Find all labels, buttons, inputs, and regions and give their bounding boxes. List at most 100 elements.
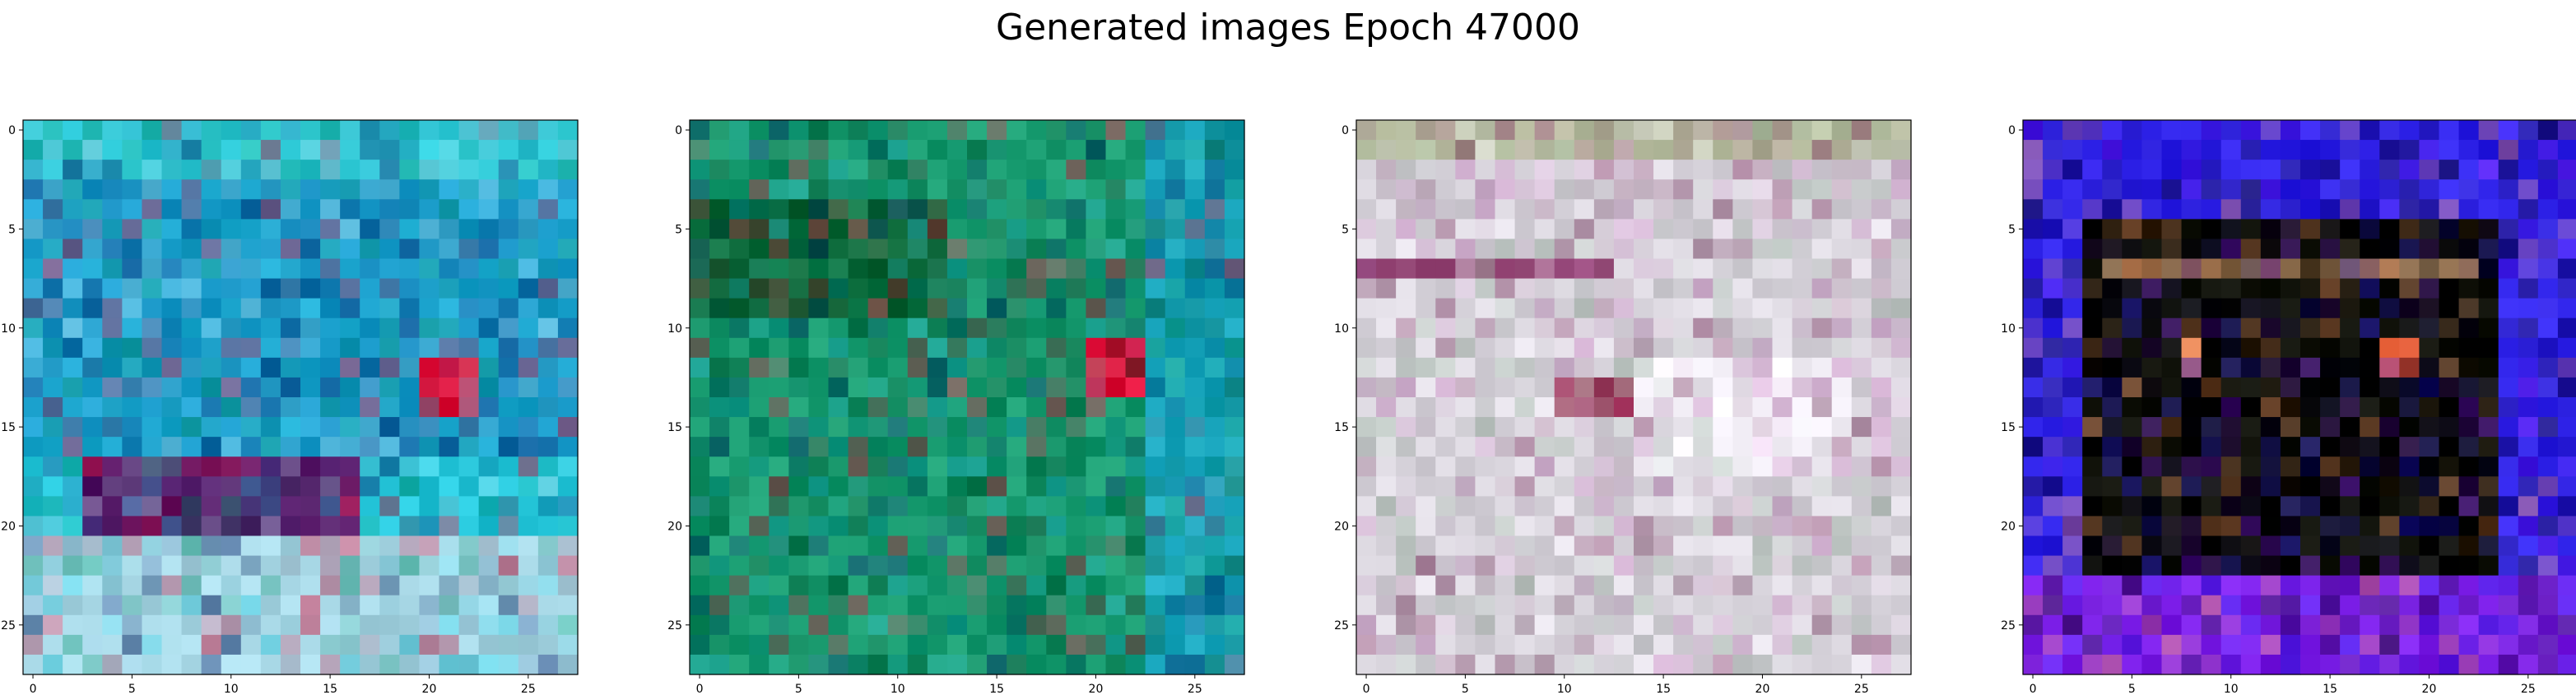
pixel-cell [478,298,500,319]
pixel-cell [1026,258,1047,280]
pixel-cell [2082,298,2103,319]
pixel-cell [828,437,849,457]
pixel-cell [1811,614,1833,636]
pixel-cell [1204,535,1225,557]
pixel-cell [1204,575,1225,596]
pixel-cell [1475,437,1496,457]
pixel-cell [1890,476,1912,497]
pixel-cell [2082,575,2103,596]
pixel-cell [2340,140,2360,160]
pixel-cell [1455,417,1476,438]
pixel-cell [1593,317,1615,339]
pixel-cell [43,456,63,477]
pixel-cell [867,239,889,260]
pixel-cell [1026,654,1047,675]
pixel-cell [2201,179,2222,200]
pixel-cell [122,377,143,398]
pixel-cell [240,614,262,636]
pixel-cell [808,298,830,319]
pixel-cell [987,516,1007,537]
pixel-cell [1534,456,1555,477]
y-tick-label: 25 [667,619,682,632]
pixel-cell [1653,516,1674,537]
pixel-cell [2102,317,2123,339]
pixel-cell [848,575,869,596]
pixel-cell [808,456,830,477]
pixel-cell [2122,357,2143,378]
pixel-cell [280,219,301,240]
pixel-cell [2458,417,2480,438]
pixel-cell [2360,437,2380,457]
pixel-cell [419,298,440,319]
pixel-cell [729,357,750,378]
pixel-cell [1495,535,1516,557]
pixel-cell [379,377,400,398]
pixel-cell [867,258,889,280]
pixel-cell [537,654,559,675]
pixel-cell [2023,377,2044,398]
pixel-cell [749,535,770,557]
pixel-cell [1534,278,1555,299]
pixel-cell [729,555,750,577]
pixel-cell [161,417,183,438]
pixel-cell [1811,337,1833,359]
pixel-cell [1086,397,1107,418]
pixel-cell [1593,496,1615,517]
pixel-cell [1713,357,1733,378]
pixel-cell [260,199,281,220]
pixel-cell [1593,634,1615,656]
pixel-cell [2062,278,2083,299]
pixel-cell [1376,160,1397,180]
pixel-cell [1086,437,1107,457]
pixel-cell [1634,377,1654,398]
pixel-cell [2023,317,2044,339]
pixel-cell [122,317,143,339]
pixel-cell [1495,199,1516,220]
pixel-cell [379,317,400,339]
pixel-cell [2320,199,2341,220]
pixel-cell [2419,456,2440,477]
pixel-cell [379,516,400,537]
pixel-cell [946,160,968,180]
pixel-cell [1435,179,1456,200]
pixel-cell [1613,535,1634,557]
pixel-cell [1046,219,1067,240]
pixel-cell [2201,397,2222,418]
pixel-cell [2141,496,2163,517]
pixel-cell [221,377,242,398]
pixel-cell [1890,516,1912,537]
pixel-cell [1554,397,1575,418]
pixel-cell [2161,654,2183,675]
pixel-cell [1792,120,1813,141]
pixel-cell [848,357,869,378]
pixel-cell [142,595,163,616]
pixel-cell [709,516,730,537]
pixel-cell [1890,555,1912,577]
pixel-cell [1514,140,1536,160]
pixel-cell [2379,437,2400,457]
pixel-cell [260,140,281,160]
pixel-cell [2141,456,2163,477]
pixel-cell [2360,595,2380,616]
pixel-cell [1514,278,1536,299]
pixel-cell [946,278,968,299]
pixel-cell [887,140,909,160]
pixel-cell [300,239,321,260]
pixel-cell [1534,258,1555,280]
pixel-cell [1165,140,1186,160]
pixel-cell [769,397,789,418]
pixel-cell [557,120,579,141]
pixel-cell [102,654,123,675]
pixel-cell [1396,278,1416,299]
pixel-cell [2102,199,2123,220]
pixel-cell [987,476,1007,497]
pixel-cell [1831,575,1853,596]
pixel-cell [1851,476,1872,497]
pixel-cell [379,397,400,418]
pixel-cell [2102,654,2123,675]
pixel-cell [1105,219,1127,240]
pixel-cell [1026,614,1047,636]
pixel-cell [2141,298,2163,319]
pixel-cell [2102,634,2123,656]
